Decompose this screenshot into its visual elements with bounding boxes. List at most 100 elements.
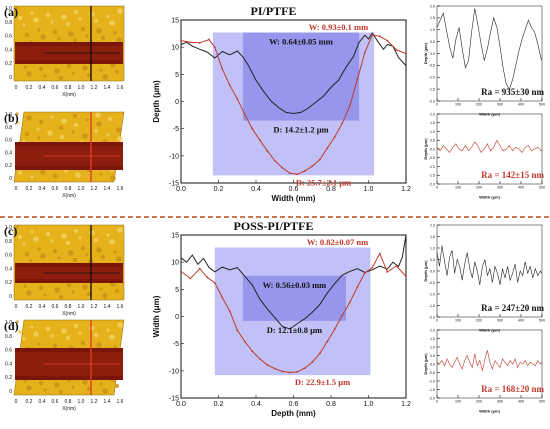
surface-tick-x: 1.6 [117,399,124,405]
surface-tick-y: 1.0 [5,225,12,231]
roughness-annotation: Ra = 935±30 nm [481,87,544,97]
x-tick-label: 500 [539,400,545,404]
y-tick-label: -0.5 [429,64,435,68]
series-point [288,371,291,374]
main-chart-0: 0.0 0.2 0.4 0.6 0.8 1.0 1.2 15 10 5 0 -5 -10 -15 Width… [152,4,411,203]
surface-bump [50,115,54,119]
series-point [228,84,231,87]
surface-bump [75,172,81,178]
surface-bump [72,257,78,263]
surface-panel-1: 0 0.2 0.4 0.6 0.8 1.0 1.2 1.4 1.6X(nm)1.00.80.60… [4,111,125,199]
series-point [341,122,344,125]
series-point [189,41,192,44]
x-tick-label: 100 [455,319,461,323]
surface-tick-y: 0.6 [5,348,12,354]
y-tick-label: 1.5 [430,235,435,239]
surface-bump [37,247,41,251]
surface-bump [24,32,30,38]
surface-bump [116,127,122,133]
surface-bump [114,383,120,389]
surface-tick-y: 1.0 [5,6,12,12]
y-axis-label: Depth (μm) [423,260,428,282]
x-tick-label: 0.4 [251,186,261,193]
surface-bump [58,125,64,131]
x-tick-label: 1.2 [401,186,411,193]
series-point [363,272,366,274]
series-point [221,68,224,70]
y-tick-label: 1.5 [430,337,435,341]
y-tick-label: -0.5 [429,156,435,160]
surface-bump [85,253,89,257]
y-tick-label: 15 [171,17,179,24]
surface-bump [96,121,102,127]
y-tick-label: 10 [171,45,179,52]
series-point [363,51,366,54]
surface-panel-2: 0 0.2 0.4 0.6 0.8 1.0 1.2 1.4 1.6X(nm)1.00.80.60… [4,224,125,317]
surface-tick-y: 1.0 [5,320,12,326]
series-line [180,32,407,115]
surface-bump [73,228,79,234]
y-tick-label: 0.0 [430,147,435,151]
surface-bump [66,282,72,288]
surface-bump [24,131,30,137]
surface-bump [86,72,92,78]
surface-bump [37,136,41,140]
series-point [341,314,344,317]
surface-bump [102,293,108,299]
series-point [405,52,407,55]
surface-bump [109,334,115,340]
surface-bump [23,65,27,69]
surface-bump [17,329,23,335]
surface-bump [71,385,75,389]
surface-tick-y: 0.2 [5,375,12,381]
series-line [436,245,543,285]
surface-tick-y: 0.4 [5,150,12,156]
x-tick-label: 500 [539,103,545,107]
surface-tick-x: 0 [15,186,18,192]
x-tick-label: 0.2 [214,401,224,408]
surface-bump [106,233,110,237]
surface-bump [86,291,92,297]
panel-label: (a) [4,5,18,19]
x-tick-label: 200 [476,319,482,323]
series-point [348,104,351,107]
surface-bump [29,259,33,263]
x-tick-label: 300 [497,319,503,323]
series-point [378,252,381,255]
surface-bump [78,236,82,240]
series-point [395,265,398,267]
x-tick-label: 0.8 [326,186,336,193]
y-tick-label: 1.5 [430,16,435,20]
main-chart-1: 0.0 0.2 0.4 0.6 0.8 1.0 1.2 15 10 5 0 -5 -10 -15 Depth… [152,219,411,418]
surface-bump [15,320,19,324]
y-axis-label: Depth (μm) [423,138,428,160]
surface-bump [33,236,39,242]
surface-bump [89,11,95,17]
series-point [296,371,299,373]
x-tick-label: 0.4 [251,401,261,408]
x-tick-label: 0.6 [289,401,299,408]
surface-tick-x: 1.2 [91,85,98,91]
series-point [386,39,389,42]
surface-tick-x: 0 [15,399,18,405]
x-tick-label: 400 [518,400,524,404]
surface-bump [52,173,58,179]
surface-bump [102,74,108,80]
surface-bump [52,343,58,349]
y-tick-label: -0.5 [429,281,435,285]
surface-tick-y: 0.6 [5,253,12,259]
x-tick-label: 300 [497,400,503,404]
surface-bump [96,28,102,34]
surface-bump [65,240,71,246]
series-point [281,166,284,169]
surface-bump [93,18,99,24]
y-tick-label: -2.0 [429,315,435,319]
surface-tick-x: 1.4 [104,399,111,405]
surface-tick-y: 0.2 [5,280,12,286]
surface-tick-x: 1.0 [78,186,85,192]
series-point [296,173,299,176]
surface-tick-y: 0 [9,294,12,300]
series-point [213,46,216,49]
surface-tick-y: 0.6 [5,34,12,40]
